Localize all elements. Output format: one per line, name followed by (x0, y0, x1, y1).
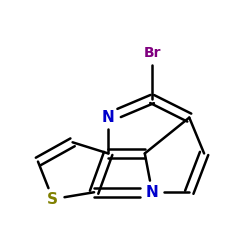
Text: S: S (47, 192, 58, 207)
Text: N: N (102, 110, 115, 125)
Text: Br: Br (144, 46, 161, 60)
Text: N: N (146, 185, 158, 200)
